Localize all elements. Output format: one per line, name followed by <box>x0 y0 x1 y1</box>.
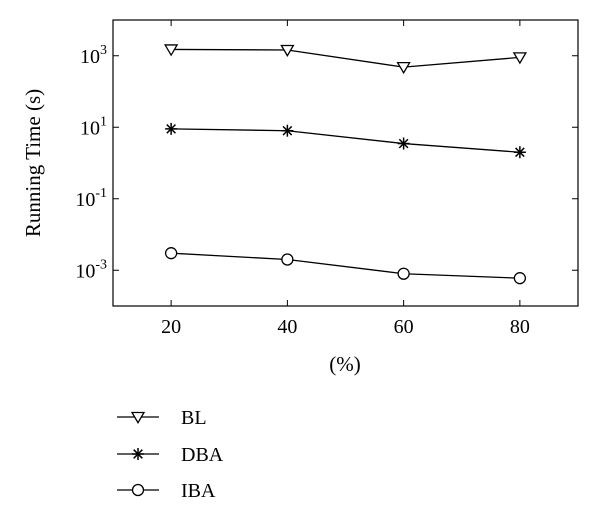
series-layer <box>163 44 528 285</box>
data-point-dba <box>165 122 178 135</box>
x-tick-label: 60 <box>394 316 414 338</box>
x-tick-label: 40 <box>277 316 297 338</box>
plot-frame <box>112 19 579 307</box>
legend-label: IBA <box>181 480 216 502</box>
x-axis-ticks: 20 40 60 80 <box>161 20 530 338</box>
legend-item-iba: IBA <box>117 480 216 502</box>
data-point-dba <box>397 137 410 150</box>
y-tick-label: 103 <box>80 43 107 68</box>
x-tick-label: 20 <box>161 316 181 338</box>
series-line-bl <box>171 48 520 68</box>
series-line-iba <box>171 252 520 279</box>
y-tick-label: 101 <box>80 114 107 139</box>
legend-label: DBA <box>181 444 224 466</box>
x-axis-label: (%) <box>329 352 360 376</box>
y-tick-label: 10-1 <box>75 186 107 211</box>
data-point-dba <box>281 124 294 137</box>
data-point-iba <box>513 272 527 285</box>
data-point-bl <box>396 61 411 75</box>
x-tick-label: 80 <box>510 316 530 338</box>
data-point-dba <box>513 146 526 159</box>
data-point-iba <box>397 267 410 280</box>
series-line-dba <box>171 128 520 153</box>
legend-label: BL <box>181 407 207 429</box>
legend: BL DBA IBA <box>117 407 224 502</box>
legend-marker-bl <box>130 411 146 424</box>
legend-marker-dba <box>132 448 144 460</box>
y-tick-label: 10-3 <box>75 257 107 282</box>
data-point-bl <box>280 44 295 57</box>
y-axis-ticks: 103 101 10-1 10-3 <box>75 43 578 282</box>
data-point-iba <box>164 247 178 260</box>
data-point-bl <box>512 52 528 65</box>
legend-item-dba: DBA <box>117 444 224 466</box>
y-axis-label: Running Time (s) <box>21 89 45 237</box>
data-point-iba <box>281 253 294 266</box>
legend-marker-iba <box>131 483 145 497</box>
data-point-bl <box>163 44 179 57</box>
legend-item-bl: BL <box>117 407 207 429</box>
